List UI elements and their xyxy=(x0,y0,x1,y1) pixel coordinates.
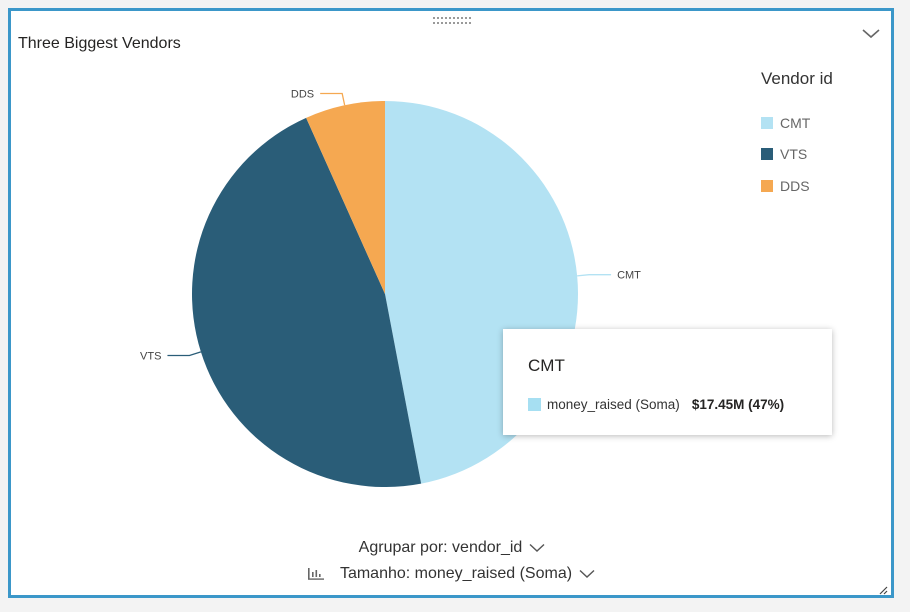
tooltip-swatch xyxy=(528,398,541,411)
chart-size-icon xyxy=(307,568,324,580)
legend-swatch xyxy=(761,116,773,129)
tooltip-title: CMT xyxy=(528,356,565,375)
group-by-control[interactable]: Agrupar por: vendor_id xyxy=(11,539,891,557)
legend-label: VTS xyxy=(780,146,808,163)
legend-item-vts[interactable]: VTS xyxy=(761,139,833,171)
tooltip: CMT money_raised (Soma) $17.45M (47%) xyxy=(503,329,832,435)
chart-title: Three Biggest Vendors xyxy=(18,35,181,52)
resize-grip-icon[interactable] xyxy=(878,582,888,595)
chevron-down-icon[interactable] xyxy=(579,569,595,579)
pie-slice-vts[interactable] xyxy=(192,117,422,487)
legend: Vendor id CMT VTS DDS xyxy=(761,69,833,202)
leader-line-dds xyxy=(320,92,346,106)
group-by-label[interactable]: Agrupar por: vendor_id xyxy=(358,539,523,556)
tooltip-row: money_raised (Soma) $17.45M (47%) xyxy=(528,397,784,412)
tooltip-value: $17.45M (47%) xyxy=(691,397,785,412)
legend-item-cmt[interactable]: CMT xyxy=(761,107,833,139)
leader-line-cmt xyxy=(577,274,612,277)
size-label[interactable]: Tamanho: money_raised (Soma) xyxy=(339,565,573,582)
data-label-vts: VTS xyxy=(140,351,161,363)
tooltip-series-label: money_raised (Soma) xyxy=(547,397,680,412)
legend-swatch xyxy=(761,179,773,192)
legend-title: Vendor id xyxy=(761,69,833,88)
chevron-down-icon[interactable] xyxy=(861,25,881,41)
pie-slice-dds[interactable] xyxy=(306,101,385,294)
legend-swatch xyxy=(761,148,773,161)
legend-label: CMT xyxy=(780,114,811,131)
pie-chart: CMT VTS DDS xyxy=(140,89,641,487)
size-control[interactable]: Tamanho: money_raised (Soma) xyxy=(11,565,891,583)
drag-handle-icon[interactable] xyxy=(432,16,472,26)
leader-line-vts xyxy=(167,351,202,357)
data-label-cmt: CMT xyxy=(617,270,641,282)
chevron-down-icon[interactable] xyxy=(529,543,545,553)
legend-label: DDS xyxy=(780,177,810,194)
data-label-dds: DDS xyxy=(291,89,314,101)
chart-panel: Three Biggest Vendors CMT VTS DDS Vendor i… xyxy=(8,8,894,598)
legend-item-dds[interactable]: DDS xyxy=(761,170,833,202)
